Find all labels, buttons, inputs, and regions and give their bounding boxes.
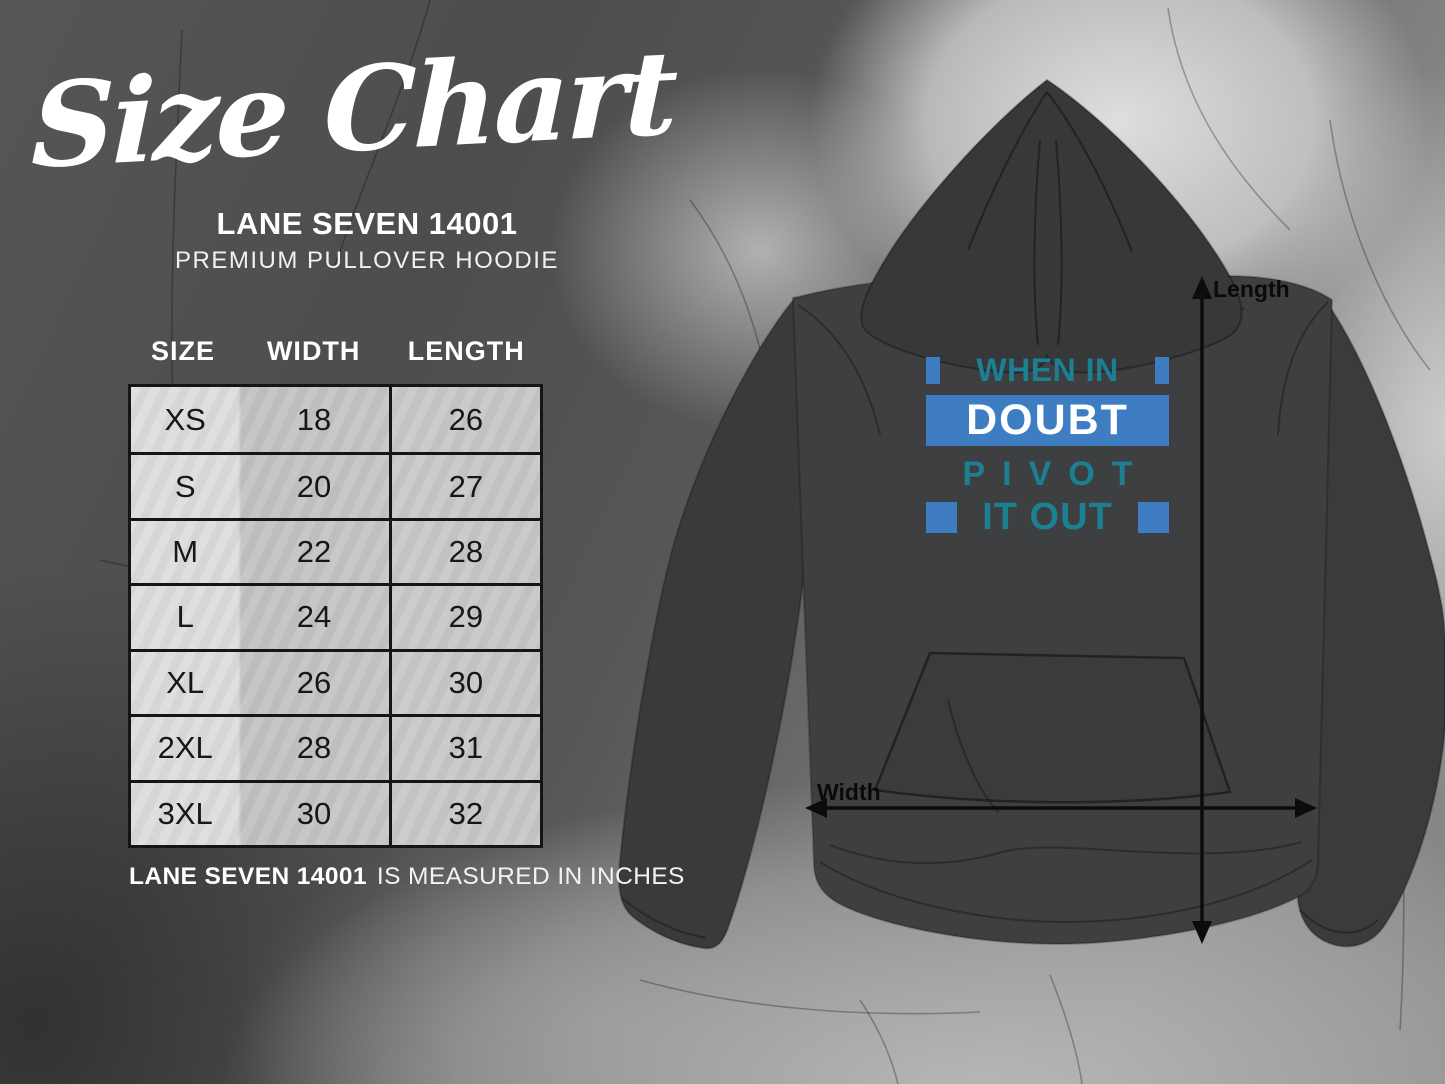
size-cell: L [176, 599, 194, 635]
width-cell: 30 [296, 795, 332, 831]
graphic-line-2: DOUBT [926, 395, 1169, 446]
hoodie-left-sleeve [617, 296, 824, 950]
width-cell: 20 [296, 468, 332, 504]
graphic-text-when-in: WHEN IN [976, 352, 1119, 388]
graphic-text-pivot: PIVOT [962, 454, 1150, 493]
accent-square-icon [1155, 357, 1169, 384]
accent-square-icon [1138, 502, 1169, 533]
width-cell: 28 [296, 730, 332, 766]
length-dimension-label: Length [1213, 276, 1290, 302]
product-type: PREMIUM PULLOVER HOODIE [175, 247, 559, 274]
hood-folds [967, 91, 1133, 346]
size-table: XS 18 26 S 20 27 M 22 28 L 24 29 XL 26 3… [128, 384, 543, 848]
length-cell: 28 [388, 520, 540, 584]
hoodie-chest-graphic: WHEN IN DOUBT PIVOT IT OUT [926, 352, 1169, 538]
size-cell: S [174, 468, 196, 504]
graphic-line-3: PIVOT [926, 454, 1169, 493]
accent-square-icon [926, 502, 957, 533]
table-row: M 22 28 [131, 517, 540, 584]
measurement-note: LANE SEVEN 14001 IS MEASURED IN INCHES [129, 863, 685, 891]
measurement-note-text: IS MEASURED IN INCHES [376, 863, 685, 890]
table-row: L 24 29 [131, 583, 540, 649]
graphic-line-1: WHEN IN [926, 352, 1169, 388]
size-cell: XL [166, 664, 205, 700]
size-cell: 3XL [157, 795, 213, 831]
table-row: XS 18 26 [131, 387, 540, 453]
width-cell: 18 [296, 401, 332, 437]
page-title: Size Chart [30, 24, 677, 195]
measurement-note-product: LANE SEVEN 14001 [129, 863, 367, 890]
width-cell: 26 [296, 664, 332, 700]
graphic-text-doubt: DOUBT [966, 396, 1129, 444]
table-row: 2XL 28 31 [131, 714, 540, 780]
accent-square-icon [926, 357, 940, 384]
product-name: LANE SEVEN 14001 [216, 206, 518, 241]
size-cell: XS [164, 401, 206, 437]
length-cell: 30 [388, 651, 540, 715]
width-cell: 24 [296, 599, 332, 635]
table-row: 3XL 30 32 [131, 779, 540, 845]
size-cell: M [172, 534, 199, 570]
graphic-text-it-out: IT OUT [982, 496, 1113, 538]
width-cell: 22 [296, 534, 332, 570]
column-header-size: SIZE [150, 336, 215, 366]
width-dimension-label: Width [817, 779, 881, 805]
column-header-length: LENGTH [407, 336, 525, 366]
graphic-line-4: IT OUT [926, 496, 1169, 538]
table-column-headers: SIZE WIDTH LENGTH [128, 336, 543, 367]
size-cell: 2XL [157, 730, 213, 766]
width-arrow [805, 798, 1317, 818]
hoodie-hood [860, 78, 1243, 374]
length-cell: 29 [388, 586, 540, 649]
column-header-width: WIDTH [266, 336, 361, 366]
length-cell: 26 [388, 387, 540, 453]
length-cell: 31 [388, 717, 540, 780]
length-arrow [1192, 276, 1212, 944]
length-cell: 32 [388, 782, 540, 845]
table-row: S 20 27 [131, 452, 540, 518]
length-cell: 27 [388, 455, 540, 518]
table-row: XL 26 30 [131, 648, 540, 715]
hoodie-pocket [873, 651, 1232, 804]
